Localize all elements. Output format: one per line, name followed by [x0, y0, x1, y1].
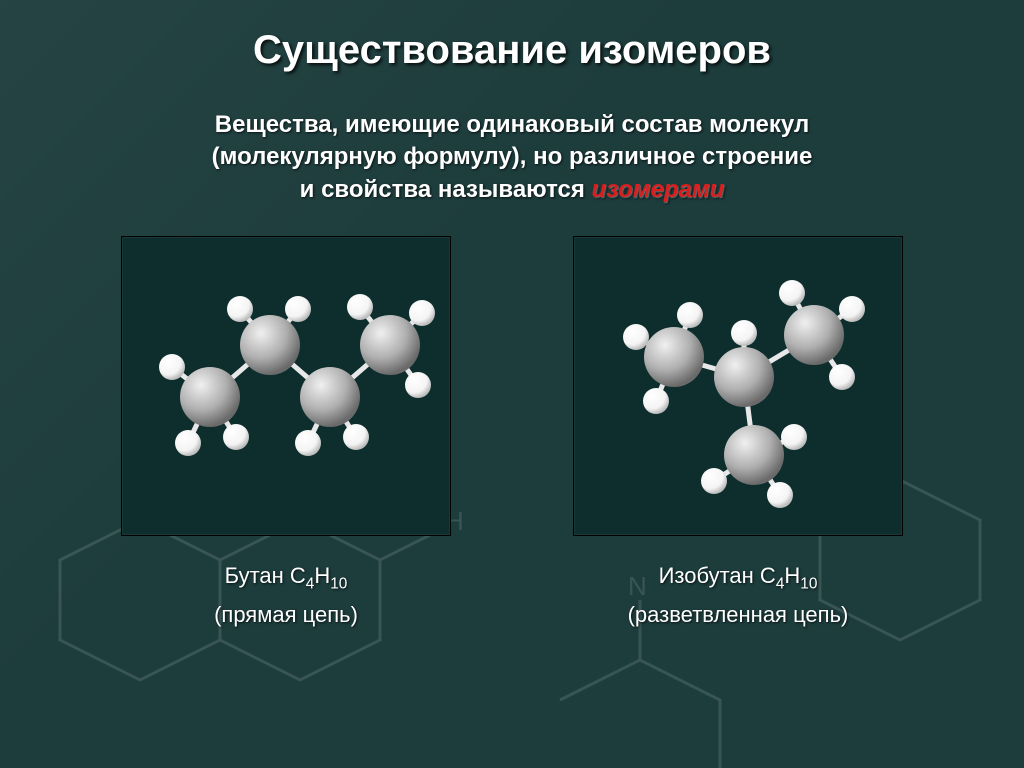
caption-isobutane: Изобутан C4H10 (разветвленная цепь)	[573, 558, 903, 632]
molecule-svg-butane	[122, 237, 452, 537]
molecule-box-isobutane	[573, 236, 903, 536]
molecule-svg-isobutane	[574, 237, 904, 537]
slide-content: Существование изомеров Вещества, имеющие…	[0, 0, 1024, 768]
definition-text: Вещества, имеющие одинаковый состав моле…	[40, 109, 984, 206]
caption-butane: Бутан C4H10 (прямая цепь)	[121, 558, 451, 632]
definition-line3-prefix: и свойства называются	[300, 176, 592, 203]
definition-line1: Вещества, имеющие одинаковый состав моле…	[215, 111, 809, 138]
panel-isobutane: Изобутан C4H10 (разветвленная цепь)	[573, 236, 903, 632]
caption-isobutane-mid: H	[784, 563, 800, 588]
panel-butane: Бутан C4H10 (прямая цепь)	[121, 236, 451, 632]
definition-line2: (молекулярную формулу), но различное стр…	[212, 143, 813, 170]
caption-butane-name: Бутан C	[225, 563, 306, 588]
molecule-panels: Бутан C4H10 (прямая цепь) Изобутан C4H10…	[40, 236, 984, 632]
molecule-box-butane	[121, 236, 451, 536]
definition-emphasis: изомерами	[592, 176, 725, 203]
caption-butane-mid: H	[314, 563, 330, 588]
caption-butane-paren: (прямая цепь)	[214, 602, 358, 627]
caption-isobutane-sub2: 10	[800, 576, 817, 593]
caption-butane-sub2: 10	[330, 576, 347, 593]
caption-isobutane-name: Изобутан C	[659, 563, 776, 588]
slide-title: Существование изомеров	[40, 28, 984, 73]
caption-isobutane-paren: (разветвленная цепь)	[628, 602, 849, 627]
